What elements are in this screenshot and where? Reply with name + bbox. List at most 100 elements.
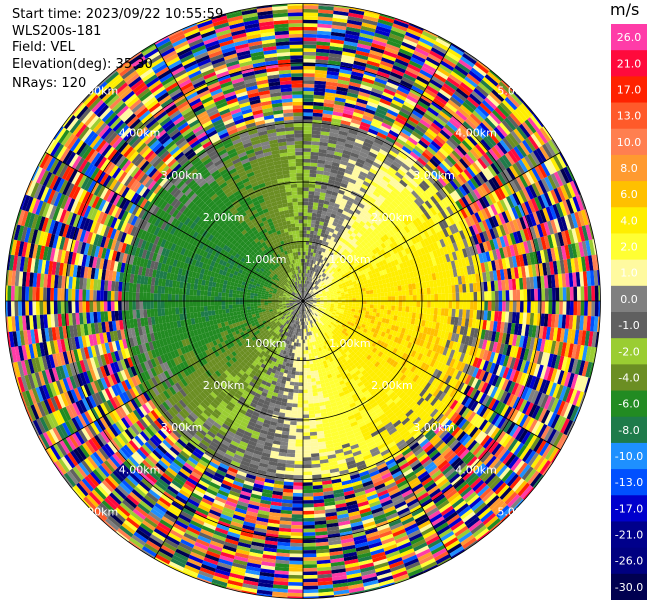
ppi-cell — [387, 78, 400, 87]
ppi-cell — [307, 293, 311, 297]
ppi-cell — [488, 91, 502, 105]
ppi-cell — [440, 308, 445, 316]
ppi-cell — [404, 98, 417, 107]
ppi-cell — [344, 33, 360, 40]
ppi-cell — [391, 254, 397, 261]
ppi-cell — [377, 67, 392, 75]
ppi-cell — [308, 191, 315, 196]
ppi-cell — [594, 301, 599, 317]
ppi-cell — [512, 178, 522, 192]
ppi-cell — [331, 165, 339, 171]
ppi-cell — [560, 245, 567, 260]
ppi-cell — [434, 293, 439, 301]
ppi-cell — [469, 113, 482, 125]
ppi-cell — [420, 136, 431, 147]
ppi-cell — [594, 285, 599, 301]
ppi-cell — [365, 287, 370, 291]
ppi-cell — [305, 244, 309, 249]
ppi-cell — [350, 122, 361, 129]
ppi-cell — [423, 288, 428, 295]
ppi-cell — [309, 169, 317, 174]
ppi-cell — [587, 285, 592, 301]
ppi-cell — [496, 124, 508, 138]
ppi-cell — [455, 188, 465, 199]
ppi-cell — [485, 229, 493, 241]
ppi-cell — [366, 154, 376, 162]
ppi-cell — [379, 125, 391, 133]
ppi-cell — [305, 255, 308, 259]
ppi-cell — [439, 129, 451, 140]
ppi-cell — [378, 223, 385, 230]
ppi-cell — [304, 262, 307, 267]
ppi-cell — [335, 272, 341, 277]
ppi-cell — [316, 282, 320, 286]
ppi-cell — [402, 301, 406, 307]
ppi-cell — [372, 264, 378, 270]
ppi-cell — [404, 284, 409, 291]
ppi-cell — [339, 278, 344, 282]
ppi-cell — [307, 219, 312, 224]
ppi-cell — [306, 292, 309, 296]
ppi-cell — [374, 32, 389, 41]
ppi-cell — [303, 574, 318, 579]
ppi-cell — [477, 141, 489, 154]
ppi-cell — [304, 283, 306, 288]
ppi-cell — [299, 364, 303, 369]
ppi-cell — [354, 57, 368, 64]
ppi-cell — [485, 150, 496, 163]
ppi-cell — [499, 224, 507, 237]
ppi-cell — [427, 198, 436, 207]
ppi-cell — [448, 167, 458, 178]
ppi-cell — [312, 296, 316, 298]
ppi-cell — [458, 185, 468, 197]
ppi-cell — [383, 273, 389, 279]
ppi-cell — [566, 182, 576, 198]
ppi-cell — [553, 171, 564, 187]
ppi-cell — [516, 230, 524, 243]
ppi-cell — [341, 274, 346, 279]
ppi-cell — [480, 262, 486, 273]
ppi-cell — [344, 265, 349, 270]
ppi-cell — [342, 175, 351, 182]
ppi-cell — [303, 23, 318, 28]
ppi-cell — [420, 239, 427, 248]
ppi-cell — [378, 181, 387, 189]
ppi-cell — [311, 212, 317, 217]
ppi-cell — [496, 200, 505, 213]
ppi-cell — [369, 167, 378, 175]
ppi-cell — [413, 50, 428, 60]
ppi-cell — [555, 287, 560, 301]
ppi-cell — [348, 12, 364, 19]
ppi-cell — [410, 56, 425, 67]
ppi-cell — [401, 104, 414, 113]
ppi-cell — [385, 81, 399, 90]
ppi-cell — [426, 267, 432, 275]
ppi-cell — [303, 283, 305, 288]
ppi-cell — [388, 180, 397, 188]
ppi-cell — [493, 160, 504, 173]
ppi-cell — [574, 242, 581, 258]
ppi-cell — [569, 180, 580, 197]
ppi-cell — [536, 237, 544, 251]
ppi-cell — [449, 44, 465, 56]
ppi-cell — [342, 113, 353, 119]
ppi-cell — [492, 238, 499, 250]
ppi-cell — [505, 257, 511, 269]
ppi-cell — [433, 307, 438, 316]
ppi-cell — [531, 167, 541, 182]
ppi-cell — [324, 218, 330, 224]
ppi-cell — [321, 282, 325, 286]
ppi-cell — [303, 294, 304, 299]
ppi-cell — [345, 26, 361, 33]
ppi-cell — [478, 171, 489, 183]
ppi-cell — [364, 202, 372, 210]
ppi-cell — [358, 128, 368, 135]
ppi-cell — [357, 190, 366, 197]
ppi-cell — [550, 233, 558, 248]
ppi-cell — [349, 226, 356, 233]
ppi-cell — [331, 272, 336, 277]
ppi-cell — [316, 173, 323, 179]
ppi-cell — [427, 301, 431, 308]
ppi-cell — [527, 135, 539, 150]
ppi-cell — [310, 446, 319, 451]
